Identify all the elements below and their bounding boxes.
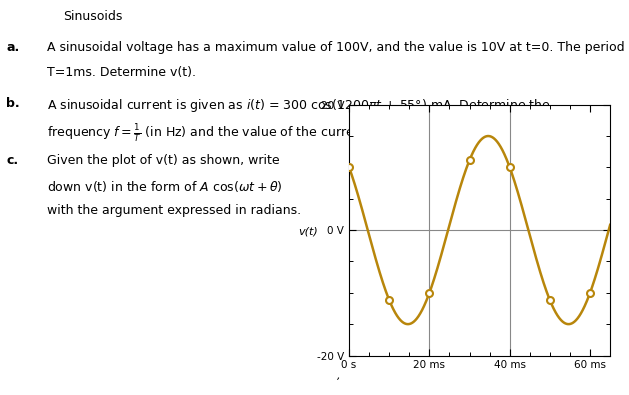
Text: a.: a. (6, 41, 19, 55)
Text: ,: , (337, 371, 340, 381)
Text: frequency $f = \frac{1}{T}$ (in Hz) and the value of the current at t=2ms.: frequency $f = \frac{1}{T}$ (in Hz) and … (47, 122, 433, 143)
Text: down v(t) in the form of $A$ cos($\omega t + \theta$): down v(t) in the form of $A$ cos($\omega… (47, 179, 282, 194)
Text: Sinusoids: Sinusoids (63, 10, 122, 23)
Text: Given the plot of v(t) as shown, write: Given the plot of v(t) as shown, write (47, 154, 280, 167)
Text: A sinusoidal current is given as $i(t)$ = 300 cos(1200$\pi t$ + 55°) mA. Determi: A sinusoidal current is given as $i(t)$ … (47, 97, 551, 114)
Text: with the argument expressed in radians.: with the argument expressed in radians. (47, 204, 301, 217)
Text: v(t): v(t) (298, 226, 318, 236)
Text: b.: b. (6, 97, 20, 110)
Text: T=1ms. Determine v(t).: T=1ms. Determine v(t). (47, 66, 196, 79)
Text: c.: c. (6, 154, 18, 167)
Text: A sinusoidal voltage has a maximum value of 100V, and the value is 10V at t=0. T: A sinusoidal voltage has a maximum value… (47, 41, 625, 55)
